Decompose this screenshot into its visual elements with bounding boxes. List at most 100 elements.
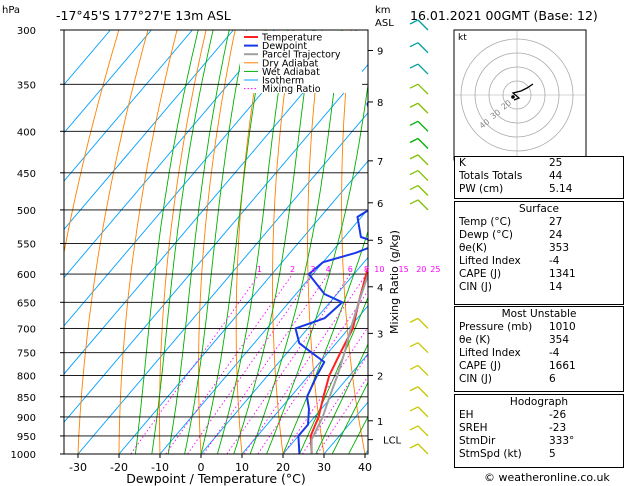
x-axis-label: Dewpoint / Temperature (°C): [126, 471, 305, 486]
wind-barb-staff: [417, 19, 429, 31]
pressure-tick-label: 650: [17, 298, 36, 309]
temp-tick-label: -30: [69, 461, 87, 474]
hodograph-label: EH: [459, 409, 474, 421]
surface-row: Lifted Index -4: [455, 255, 623, 268]
wind-barb-feather: [409, 317, 419, 323]
surface-label: Dewp (°C): [459, 229, 513, 241]
pressure-tick-label: 850: [17, 393, 36, 404]
legend-entry: Dewpoint: [262, 41, 307, 52]
mixing-ratio-label: 6: [348, 265, 353, 274]
mixing-ratio-label: 1: [257, 265, 262, 274]
surface-label: Lifted Index: [459, 255, 521, 267]
most-unstable-value: 6: [549, 373, 556, 385]
surface-label: θe(K): [459, 242, 487, 254]
indices-panel: K 25 Totals Totals 44 PW (cm) 5.14: [454, 156, 624, 199]
wind-barb-staff: [417, 185, 429, 196]
km-unit: km: [375, 5, 391, 16]
temp-tick-label: -10: [151, 461, 169, 474]
surface-row: CIN (J) 14: [455, 281, 623, 294]
pressure-tick-label: 800: [17, 371, 36, 382]
mixing-ratio-label: 15: [399, 265, 409, 274]
pressure-tick-label: 900: [17, 413, 36, 424]
hodograph-value: 333°: [549, 435, 575, 447]
plot-frame: [63, 29, 369, 455]
wind-barb-feather: [409, 364, 419, 370]
dry-adiabat-line: [118, 30, 178, 454]
surface-value: 14: [549, 281, 563, 293]
temp-tick-label: 40: [358, 461, 372, 474]
wind-barb-staff: [417, 443, 429, 455]
hodograph-row: EH -26: [455, 409, 623, 422]
most-unstable-value: 1661: [549, 360, 576, 372]
mixing-ratio-label: 25: [430, 265, 440, 274]
lcl-label: LCL: [383, 436, 402, 447]
pressure-tick-label: 500: [17, 206, 36, 217]
index-row: Totals Totals 44: [455, 170, 623, 183]
hodograph-kt-label: kt: [458, 33, 467, 43]
most-unstable-value: -4: [549, 347, 560, 359]
isotherm-line: [64, 30, 234, 230]
pressure-tick-label: 950: [17, 432, 36, 443]
temp-tick-label: 30: [317, 461, 331, 474]
hodograph-label: StmSpd (kt): [459, 448, 522, 460]
temp-tick-label: 10: [235, 461, 249, 474]
isotherm-line: [159, 208, 368, 454]
legend-entry: Dry Adiabat: [262, 58, 319, 69]
wind-barb-feather: [409, 406, 419, 412]
sounding-profiles: [294, 100, 368, 454]
index-label: K: [459, 157, 466, 169]
isotherm-line: [77, 112, 368, 454]
most-unstable-label: Lifted Index: [459, 347, 521, 359]
pressure-tick-label: 600: [17, 270, 36, 281]
hodograph-table-panel: Hodograph EH -26 SREH -23 StmDir 333° StmSpd (…: [454, 394, 624, 468]
wind-barbs: [409, 19, 429, 455]
isotherm-line: [282, 353, 368, 454]
most-unstable-label: CIN (J): [459, 373, 492, 385]
km-tick-label: 9: [377, 47, 383, 58]
pressure-tick-label: 400: [17, 127, 36, 138]
pressure-tick-label: 450: [17, 169, 36, 180]
index-value: 5.14: [549, 183, 573, 195]
km-tick-label: 8: [377, 98, 383, 109]
wind-barb-staff: [417, 83, 429, 95]
wind-barb-staff: [417, 406, 429, 418]
dewpoint-profile: [294, 100, 368, 454]
surface-panel: Surface Temp (°C) 27 Dewp (°C) 24 θe(K) 353 Li…: [454, 201, 624, 305]
wind-barb-feather: [409, 342, 419, 348]
wind-barb-staff: [417, 425, 429, 437]
pressure-tick-label: 1000: [11, 450, 36, 461]
legend-entry: Isotherm: [262, 76, 304, 87]
hodograph-row: StmSpd (kt) 5: [455, 448, 623, 461]
surface-value: -4: [549, 255, 560, 267]
most-unstable-row: CIN (J) 6: [455, 373, 623, 386]
wind-barb-feather: [409, 19, 419, 25]
index-value: 25: [549, 157, 563, 169]
mixing-ratio-label: 20: [416, 265, 426, 274]
storm-motion-marker: [511, 95, 515, 99]
surface-value: 27: [549, 216, 563, 228]
most-unstable-row: Lifted Index -4: [455, 347, 623, 360]
surface-row: θe(K) 353: [455, 242, 623, 255]
wind-barb-staff: [417, 199, 429, 211]
most-unstable-value: 354: [549, 334, 570, 346]
index-label: Totals Totals: [459, 170, 523, 182]
wind-barb-feather: [409, 184, 419, 191]
hpa-unit: hPa: [2, 5, 20, 16]
mixing-ratio-line: [243, 273, 367, 454]
mixing-ratio-labels: 1 2 3 4 6 8 10 15 20 25: [257, 265, 441, 274]
surface-label: Temp (°C): [459, 216, 512, 228]
legend-entry: Temperature: [261, 33, 322, 44]
index-row: PW (cm) 5.14: [455, 183, 623, 196]
wind-barb-staff: [417, 386, 429, 398]
legend-entry: Parcel Trajectory: [262, 50, 341, 61]
wind-barb-feather: [409, 42, 419, 48]
most-unstable-label: Pressure (mb): [459, 321, 533, 333]
surface-label: CAPE (J): [459, 268, 502, 280]
mixing-ratio-line: [302, 353, 368, 454]
wind-barb-staff: [417, 364, 429, 376]
legend-entry: Mixing Ratio: [262, 84, 321, 95]
hodograph-trace: [511, 83, 534, 101]
wind-barb-staff: [417, 342, 429, 354]
